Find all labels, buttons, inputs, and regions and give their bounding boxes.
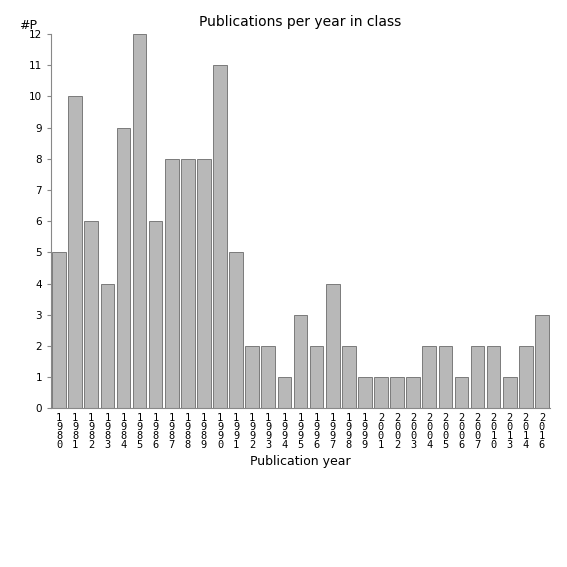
Text: #P: #P <box>19 19 37 32</box>
Bar <box>100 284 114 408</box>
Bar <box>52 252 66 408</box>
Bar <box>310 346 323 408</box>
Bar <box>246 346 259 408</box>
Bar <box>358 377 372 408</box>
Bar <box>261 346 275 408</box>
Bar <box>149 221 163 408</box>
Bar <box>390 377 404 408</box>
Bar <box>455 377 468 408</box>
Bar <box>342 346 356 408</box>
Title: Publications per year in class: Publications per year in class <box>200 15 401 29</box>
Bar <box>326 284 340 408</box>
Bar <box>117 128 130 408</box>
Bar <box>84 221 98 408</box>
Bar <box>213 65 227 408</box>
X-axis label: Publication year: Publication year <box>250 455 351 468</box>
Bar <box>503 377 517 408</box>
Bar <box>374 377 388 408</box>
Bar <box>181 159 194 408</box>
Bar <box>471 346 484 408</box>
Bar <box>535 315 549 408</box>
Bar <box>294 315 307 408</box>
Bar <box>197 159 211 408</box>
Bar <box>487 346 501 408</box>
Bar <box>133 34 146 408</box>
Bar <box>519 346 532 408</box>
Bar <box>165 159 179 408</box>
Bar <box>438 346 452 408</box>
Bar <box>422 346 436 408</box>
Bar <box>407 377 420 408</box>
Bar <box>69 96 82 408</box>
Bar <box>229 252 243 408</box>
Bar <box>278 377 291 408</box>
